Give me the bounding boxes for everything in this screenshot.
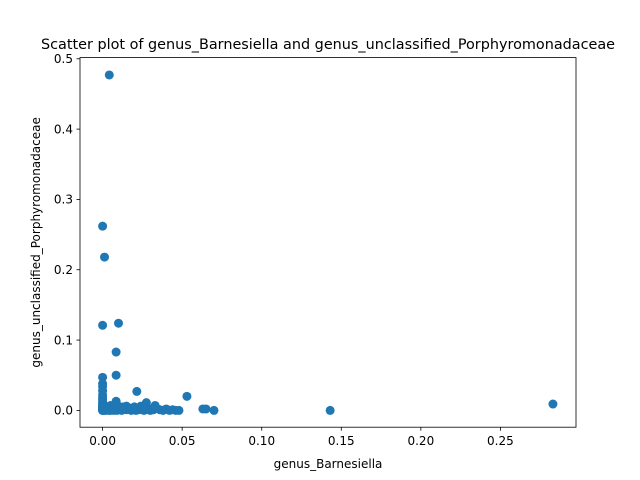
data-point <box>548 399 558 409</box>
plot-frame <box>79 57 577 428</box>
x-axis-label: genus_Barnesiella <box>274 457 383 471</box>
x-tick-label: 0.10 <box>248 434 275 448</box>
data-point <box>132 386 142 396</box>
data-point <box>182 391 192 401</box>
x-axis-ticks: 0.00 0.05 0.10 0.15 0.20 0.25 <box>89 427 514 448</box>
y-tick-label: 0.4 <box>54 122 73 136</box>
y-tick-label: 0.0 <box>54 404 73 418</box>
y-tick-label: 0.1 <box>54 333 73 347</box>
x-tick-label: 0.15 <box>328 434 355 448</box>
data-point <box>111 347 121 357</box>
data-point <box>98 221 108 231</box>
x-tick-label: 0.25 <box>487 434 514 448</box>
data-point <box>137 402 147 412</box>
data-point <box>174 405 184 415</box>
data-point <box>201 404 211 414</box>
y-tick-label: 0.3 <box>54 193 73 207</box>
data-point <box>325 405 335 415</box>
data-point <box>209 405 219 415</box>
points-layer <box>98 70 558 415</box>
data-point <box>114 318 124 328</box>
data-point <box>150 400 160 410</box>
y-axis-label: genus_unclassified_Porphyromonadaceae <box>29 117 43 367</box>
x-tick-label: 0.20 <box>407 434 434 448</box>
x-tick-label: 0.00 <box>89 434 116 448</box>
y-tick-label: 0.2 <box>54 263 73 277</box>
data-point <box>98 320 108 330</box>
data-point <box>104 70 114 80</box>
y-tick-label: 0.5 <box>54 52 73 66</box>
data-point <box>100 252 110 262</box>
data-point <box>129 402 139 412</box>
y-axis-ticks: 0.0 0.1 0.2 0.3 0.4 0.5 <box>54 52 80 418</box>
x-tick-label: 0.05 <box>169 434 196 448</box>
chart-title: Scatter plot of genus_Barnesiella and ge… <box>41 37 615 53</box>
data-point <box>98 372 108 382</box>
data-point <box>111 370 121 380</box>
